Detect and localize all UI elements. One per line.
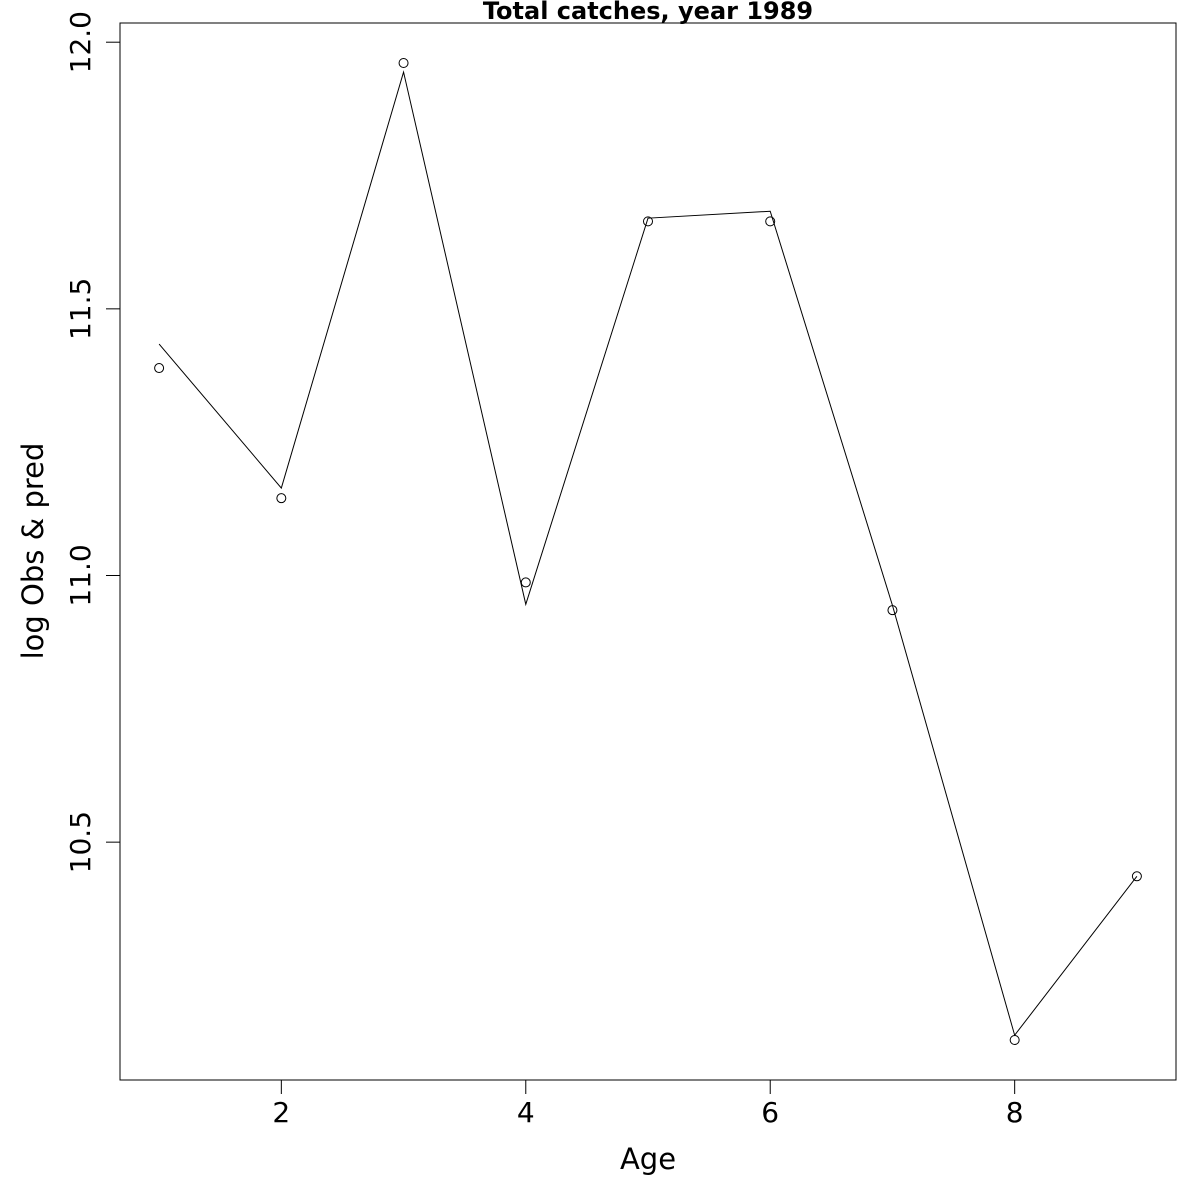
x-tick-label: 4 (517, 1096, 535, 1129)
obs-point (276, 493, 287, 504)
pred-line (158, 70, 1138, 1037)
y-tick-label: 10.5 (64, 811, 97, 873)
obs-point (765, 216, 776, 227)
x-axis-label: Age (620, 1142, 676, 1176)
chart-title: Total catches, year 1989 (483, 0, 813, 25)
plot-frame (119, 22, 1177, 1081)
y-tick-label: 11.5 (64, 278, 97, 340)
obs-point (1009, 1035, 1020, 1046)
y-tick-label: 12.0 (64, 11, 97, 73)
obs-point (643, 216, 653, 227)
y-tick-label: 11.0 (64, 544, 97, 606)
obs-point (398, 57, 409, 68)
obs-point (1131, 871, 1142, 882)
obs-point (520, 577, 531, 588)
y-axis-label: log Obs & pred (16, 443, 50, 660)
x-tick-label: 8 (1006, 1096, 1024, 1129)
x-tick-label: 2 (272, 1096, 290, 1129)
x-tick-label: 6 (761, 1096, 779, 1129)
obs-point (154, 363, 165, 374)
